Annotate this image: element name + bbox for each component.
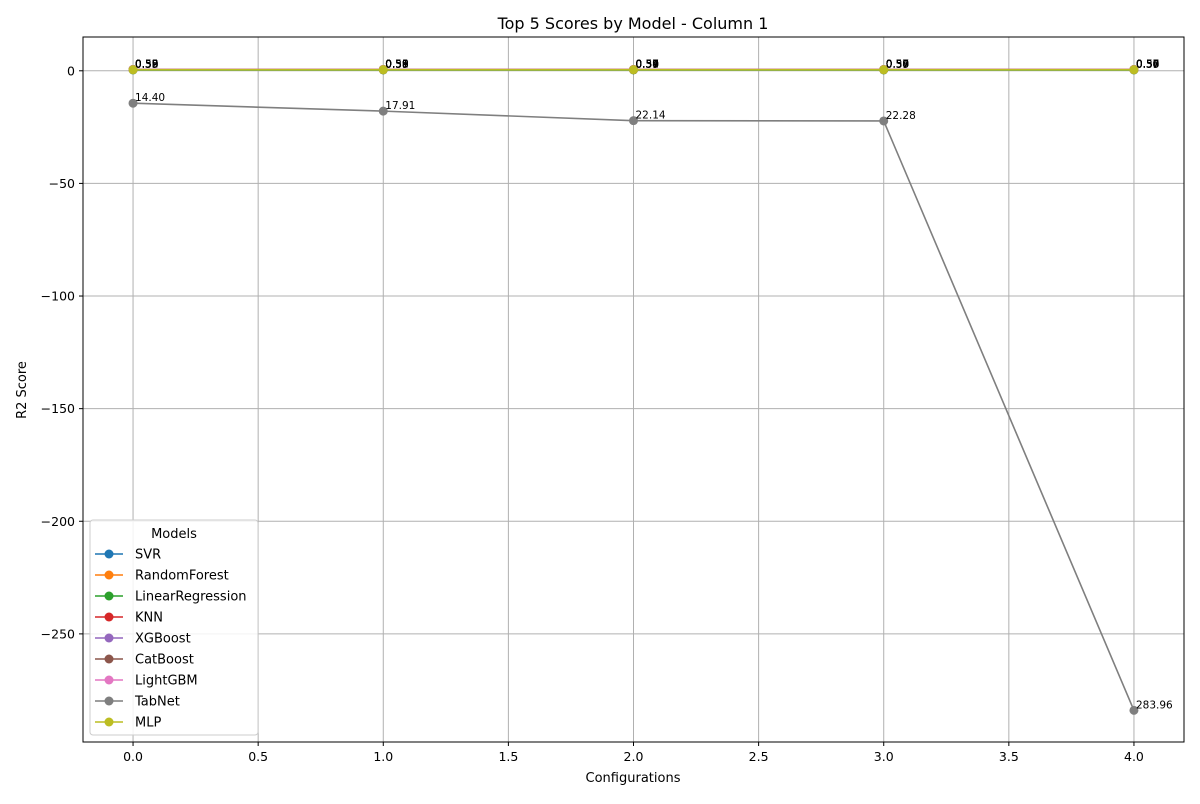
legend-marker xyxy=(105,550,114,559)
legend-marker xyxy=(105,592,114,601)
x-tick-label: 1.5 xyxy=(498,749,518,764)
chart-title: Top 5 Scores by Model - Column 1 xyxy=(497,14,769,33)
x-tick-label: 4.0 xyxy=(1124,749,1144,764)
y-tick-label: −150 xyxy=(41,401,75,416)
data-label: 17.91 xyxy=(385,100,415,112)
legend-marker xyxy=(105,718,114,727)
x-tick-label: 2.5 xyxy=(749,749,769,764)
y-axis-ticks: 0 −50 −100 −150 −200 −250 xyxy=(41,63,83,641)
x-tick-label: 3.0 xyxy=(874,749,894,764)
y-tick-label: −100 xyxy=(41,289,75,304)
legend-label: XGBoost xyxy=(135,632,191,647)
legend-marker xyxy=(105,634,114,643)
legend-label: SVR xyxy=(135,548,161,563)
x-axis-ticks: 0.0 0.5 1.0 1.5 2.0 2.5 3.0 3.5 4.0 xyxy=(123,742,1144,764)
data-label: 283.96 xyxy=(1136,699,1173,711)
data-label: 22.28 xyxy=(886,110,916,122)
y-tick-label: 0 xyxy=(67,63,75,78)
legend-marker xyxy=(105,655,114,664)
legend-label: CatBoost xyxy=(135,653,194,668)
data-label: 0.50 xyxy=(636,59,659,71)
legend-title: Models xyxy=(151,527,197,542)
legend-label: LightGBM xyxy=(135,674,198,689)
data-label: 0.50 xyxy=(385,59,408,71)
legend: Models SVR RandomForest LinearRegression KN… xyxy=(90,520,258,735)
data-label: 22.14 xyxy=(636,110,666,122)
data-label: 0.50 xyxy=(1136,59,1159,71)
legend-label: RandomForest xyxy=(135,569,229,584)
x-tick-label: 2.0 xyxy=(624,749,644,764)
x-tick-label: 0.0 xyxy=(123,749,143,764)
x-tick-label: 0.5 xyxy=(248,749,268,764)
series-mlp xyxy=(129,65,1139,74)
y-tick-label: −50 xyxy=(49,176,75,191)
data-label: 0.50 xyxy=(135,59,158,71)
y-tick-label: −250 xyxy=(41,626,75,641)
x-tick-label: 3.5 xyxy=(999,749,1019,764)
legend-marker xyxy=(105,676,114,685)
legend-label: LinearRegression xyxy=(135,590,247,605)
legend-label: TabNet xyxy=(134,695,180,710)
x-axis-label: Configurations xyxy=(586,771,681,786)
y-axis-label: R2 Score xyxy=(15,361,30,419)
legend-marker xyxy=(105,697,114,706)
legend-label: MLP xyxy=(135,716,161,731)
legend-label: KNN xyxy=(135,611,163,626)
x-tick-label: 1.0 xyxy=(373,749,393,764)
data-label: 0.50 xyxy=(886,59,909,71)
y-tick-label: −200 xyxy=(41,514,75,529)
data-label: 14.40 xyxy=(135,92,165,104)
legend-marker xyxy=(105,613,114,622)
legend-marker xyxy=(105,571,114,580)
